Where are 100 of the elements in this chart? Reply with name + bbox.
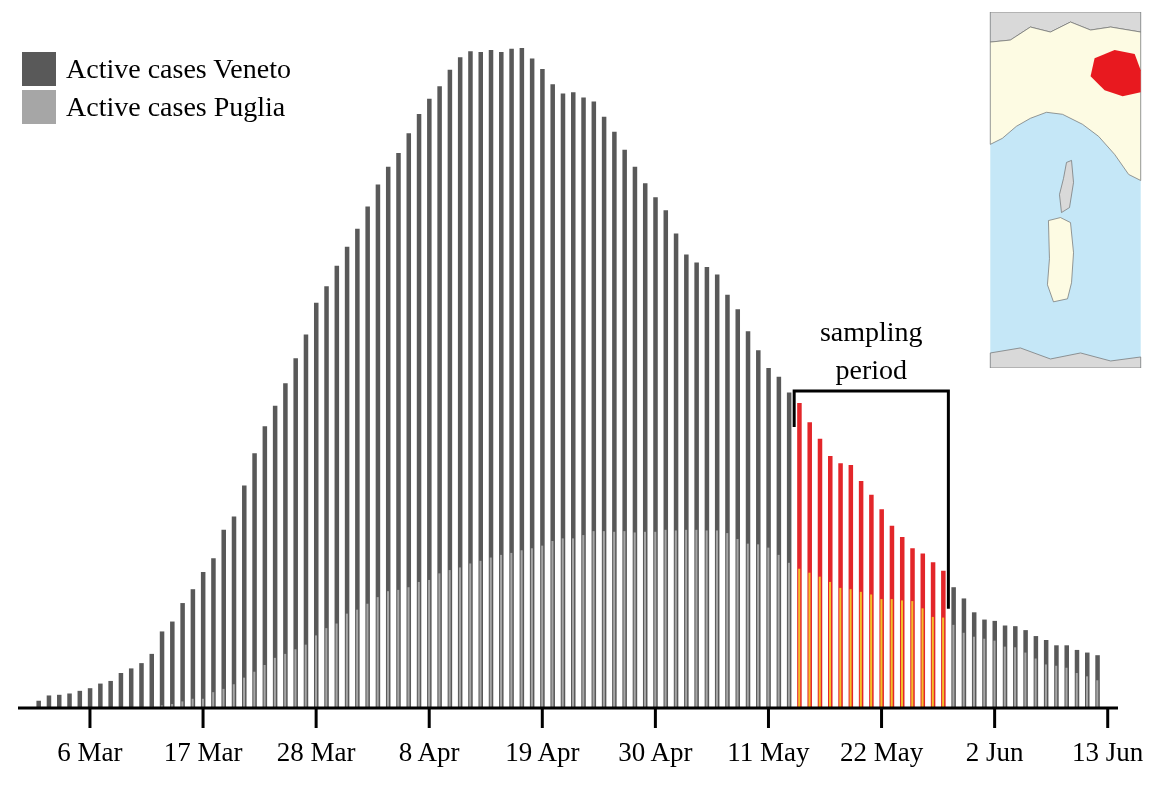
bar bbox=[283, 383, 288, 708]
bar bbox=[942, 617, 945, 708]
x-tick-label: 11 May bbox=[727, 737, 811, 768]
bar bbox=[232, 684, 235, 708]
bar bbox=[530, 548, 533, 708]
bar bbox=[294, 649, 297, 708]
bar bbox=[972, 636, 975, 708]
bar bbox=[211, 558, 216, 708]
bar bbox=[335, 623, 338, 708]
bar bbox=[1024, 652, 1027, 708]
bar bbox=[98, 683, 103, 708]
bar bbox=[582, 535, 585, 708]
bar bbox=[654, 531, 657, 708]
x-tick-label: 19 Apr bbox=[505, 737, 580, 768]
bar bbox=[479, 560, 482, 708]
bar bbox=[468, 51, 473, 708]
bar bbox=[313, 302, 319, 708]
bar bbox=[1014, 647, 1017, 708]
legend-label: Active cases Puglia bbox=[66, 90, 286, 124]
bar bbox=[67, 693, 72, 708]
bar bbox=[180, 603, 185, 708]
bar bbox=[1075, 673, 1078, 708]
bar bbox=[263, 665, 266, 708]
bar bbox=[36, 700, 41, 708]
bar bbox=[56, 694, 62, 708]
bar bbox=[798, 568, 801, 708]
bar bbox=[787, 562, 790, 708]
bar bbox=[427, 98, 432, 708]
bar bbox=[499, 51, 504, 708]
bar bbox=[376, 597, 379, 708]
bar bbox=[366, 603, 369, 708]
annotation: sampling period bbox=[819, 316, 923, 386]
bar bbox=[921, 608, 924, 708]
bar bbox=[509, 48, 514, 708]
bar bbox=[212, 692, 215, 708]
bar bbox=[520, 550, 523, 708]
bar bbox=[448, 570, 451, 708]
bar bbox=[880, 599, 883, 708]
bar bbox=[777, 554, 780, 708]
bar bbox=[1065, 667, 1068, 708]
bar bbox=[829, 581, 832, 708]
bar bbox=[417, 581, 420, 708]
x-tick-label: 13 Jun bbox=[1072, 737, 1144, 768]
x-tick-label: 30 Apr bbox=[618, 737, 693, 768]
bar bbox=[541, 545, 544, 708]
bar bbox=[674, 530, 677, 708]
bar bbox=[962, 632, 965, 708]
bar bbox=[808, 572, 811, 708]
bar bbox=[273, 657, 276, 708]
bar bbox=[561, 538, 564, 708]
bar bbox=[859, 591, 862, 708]
bar bbox=[1055, 665, 1058, 708]
bar bbox=[1034, 658, 1037, 708]
bar bbox=[407, 587, 410, 708]
bar bbox=[849, 589, 852, 708]
x-tick-label: 28 Mar bbox=[276, 737, 356, 768]
bar bbox=[633, 532, 636, 708]
bar bbox=[170, 621, 175, 708]
bar bbox=[931, 616, 934, 708]
bar bbox=[356, 609, 359, 708]
bar bbox=[870, 594, 873, 708]
bar bbox=[746, 543, 749, 708]
bar bbox=[726, 533, 729, 708]
x-tick-label: 8 Apr bbox=[398, 737, 460, 768]
bar bbox=[952, 624, 955, 708]
bar bbox=[839, 587, 842, 708]
bar bbox=[325, 628, 328, 708]
legend-label: Active cases Veneto bbox=[66, 52, 291, 86]
bar bbox=[643, 531, 646, 708]
bar bbox=[1044, 664, 1047, 708]
bar bbox=[428, 579, 431, 708]
bar bbox=[736, 539, 739, 708]
bar bbox=[911, 601, 914, 708]
bar bbox=[221, 529, 226, 708]
bar bbox=[159, 631, 165, 708]
bar bbox=[458, 567, 461, 708]
bar bbox=[438, 573, 441, 708]
bar bbox=[252, 453, 257, 708]
bar bbox=[222, 688, 225, 708]
bar bbox=[757, 544, 760, 708]
x-tick-label: 17 Mar bbox=[163, 737, 243, 768]
bar bbox=[345, 613, 348, 708]
x-tick-label: 22 May bbox=[839, 737, 924, 768]
bar bbox=[613, 531, 616, 708]
x-tick-label: 2 Jun bbox=[965, 737, 1025, 768]
bar bbox=[386, 591, 389, 708]
bar bbox=[1096, 680, 1099, 708]
bar bbox=[181, 701, 184, 708]
bar bbox=[602, 531, 605, 708]
bar bbox=[695, 529, 698, 708]
bar bbox=[623, 531, 626, 708]
bar bbox=[396, 152, 401, 708]
bar bbox=[314, 635, 318, 708]
bar bbox=[715, 530, 718, 708]
bar bbox=[284, 653, 287, 708]
bar bbox=[243, 677, 246, 708]
bar bbox=[818, 576, 821, 708]
bar bbox=[149, 653, 155, 708]
bar bbox=[1003, 646, 1006, 708]
bar bbox=[500, 554, 503, 708]
